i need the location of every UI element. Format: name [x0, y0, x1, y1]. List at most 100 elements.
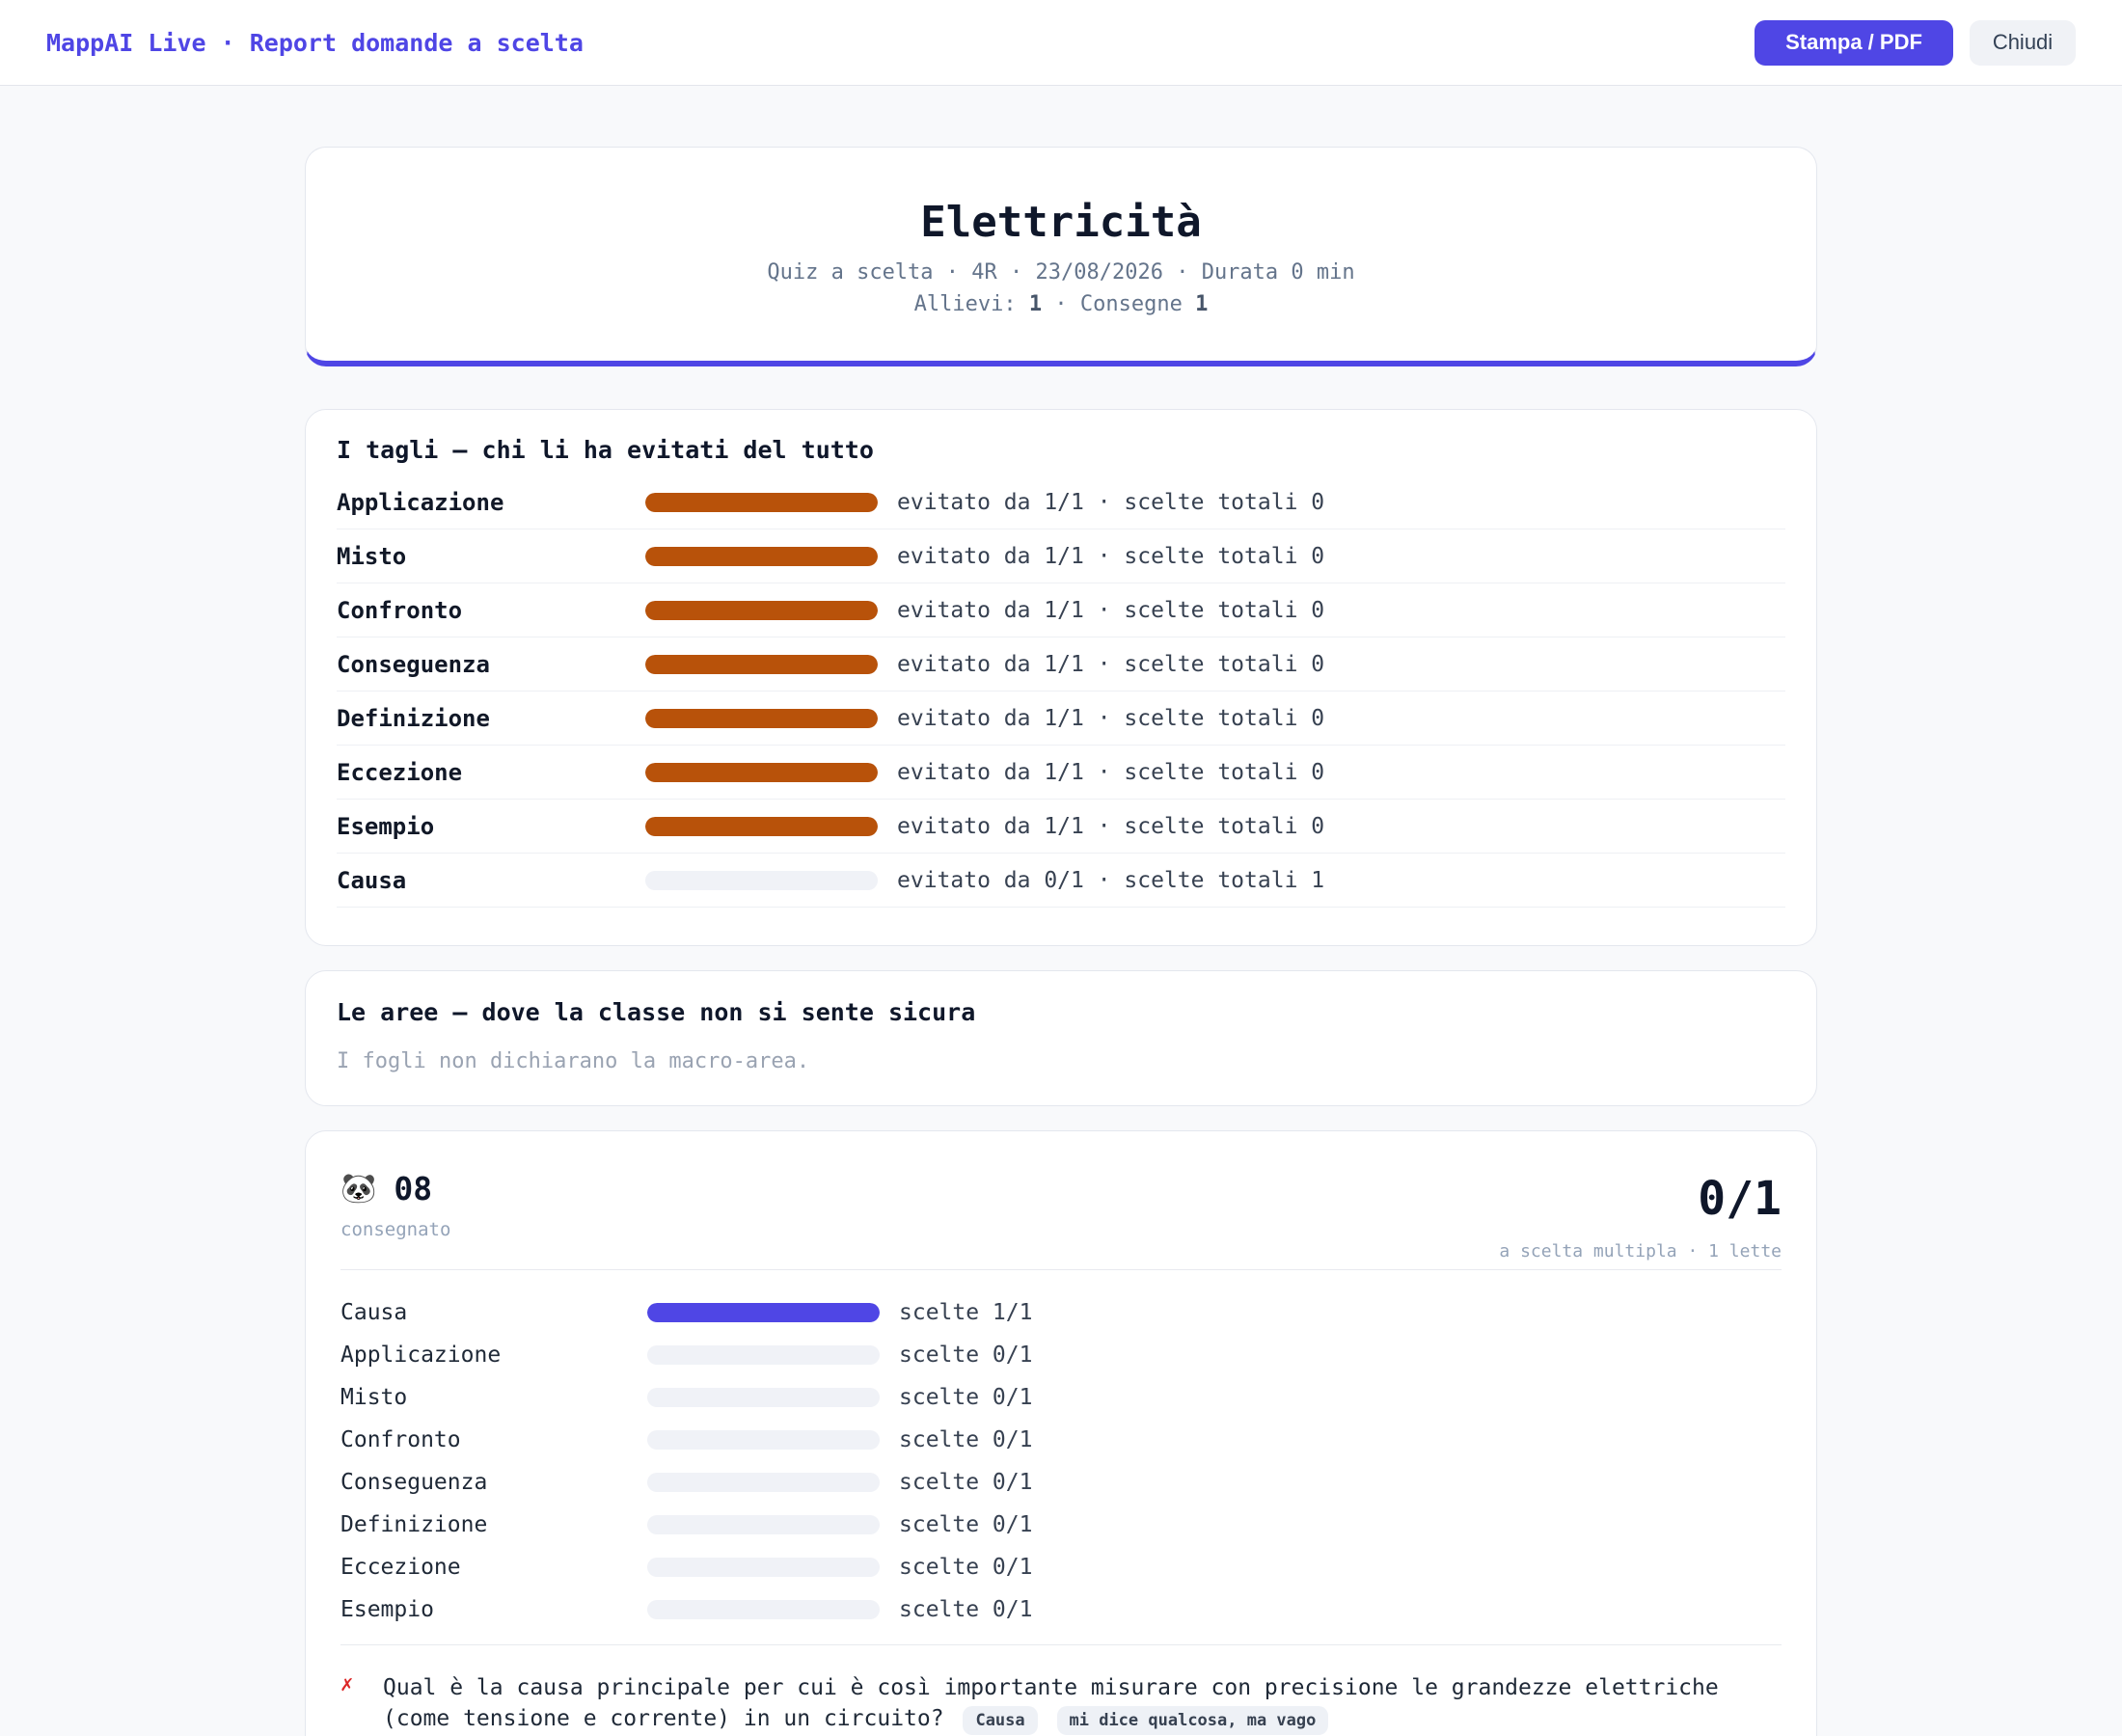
cut-label: Misto: [337, 542, 407, 570]
student-score-subtitle: a scelta multipla · 1 lette: [1499, 1241, 1782, 1261]
cut-bar-track: [645, 870, 878, 890]
students-count: 1: [1028, 292, 1043, 316]
question-text: Qual è la causa principale per cui è cos…: [383, 1675, 1719, 1731]
choice-label: Eccezione: [340, 1555, 461, 1580]
cut-label: Causa: [337, 866, 407, 894]
choice-bar-track: [647, 1600, 880, 1619]
choice-label: Applicazione: [340, 1343, 502, 1368]
app-title: MappAI Live · Report domande a scelta: [46, 28, 584, 57]
close-button[interactable]: Chiudi: [1970, 19, 2076, 66]
choice-row: Applicazione scelte 0/1: [340, 1334, 1782, 1376]
top-bar: MappAI Live · Report domande a scelta St…: [0, 0, 2122, 86]
student-name: 08: [394, 1170, 433, 1207]
choice-label: Confronto: [340, 1427, 461, 1452]
choice-stats: scelte 0/1: [899, 1555, 1033, 1580]
areas-title: Le aree — dove la classe non si sente si…: [337, 998, 976, 1026]
areas-empty-text: I fogli non dichiarano la macro-area.: [337, 1049, 810, 1073]
quiz-title: Elettricità: [920, 198, 1202, 247]
choice-label: Definizione: [340, 1512, 488, 1537]
cut-bar-track: [645, 546, 878, 566]
report-content: Elettricità Quiz a scelta · 4R · 23/08/2…: [305, 147, 1817, 1736]
choice-stats: scelte 0/1: [899, 1343, 1033, 1368]
choice-row: Conseguenza scelte 0/1: [340, 1461, 1782, 1504]
question-item: ✗ Qual è la causa principale per cui è c…: [340, 1645, 1782, 1735]
choice-label: Esempio: [340, 1597, 434, 1622]
cut-bar-track: [645, 762, 878, 782]
cut-label: Eccezione: [337, 758, 463, 786]
choice-bar-track: [647, 1430, 880, 1450]
cut-row: Causa evitato da 0/1 · scelte totali 1: [337, 854, 1785, 908]
question-tag-confidence: mi dice qualcosa, ma vago: [1056, 1706, 1329, 1735]
choice-stats: scelte 0/1: [899, 1427, 1033, 1452]
choice-label: Misto: [340, 1385, 408, 1410]
choice-bar-track: [647, 1473, 880, 1492]
cut-stats: evitato da 0/1 · scelte totali 1: [897, 867, 1325, 893]
submissions-label: Consegne: [1079, 292, 1183, 316]
top-actions: Stampa / PDF Chiudi: [1755, 19, 2076, 66]
cut-bar-fill: [645, 492, 878, 512]
cut-bar-fill: [645, 708, 878, 728]
cut-stats: evitato da 1/1 · scelte totali 0: [897, 489, 1325, 515]
quiz-header-card: Elettricità Quiz a scelta · 4R · 23/08/2…: [305, 147, 1817, 366]
cuts-title: I tagli — chi li ha evitati del tutto: [337, 436, 874, 464]
cut-stats: evitato da 1/1 · scelte totali 0: [897, 759, 1325, 785]
cut-bar-fill: [645, 816, 878, 836]
student-identity: 🐼 08 consegnato: [340, 1170, 450, 1240]
choice-stats: scelte 0/1: [899, 1385, 1033, 1410]
choice-stats: scelte 0/1: [899, 1597, 1033, 1622]
cut-stats: evitato da 1/1 · scelte totali 0: [897, 651, 1325, 677]
choice-stats: scelte 0/1: [899, 1470, 1033, 1495]
cuts-card: I tagli — chi li ha evitati del tutto Ap…: [305, 409, 1817, 946]
cut-label: Applicazione: [337, 488, 504, 516]
choice-bar-track: [647, 1558, 880, 1577]
cut-stats: evitato da 1/1 · scelte totali 0: [897, 813, 1325, 839]
choice-stats: scelte 1/1: [899, 1300, 1033, 1325]
choice-row: Eccezione scelte 0/1: [340, 1546, 1782, 1588]
cut-bar-track: [645, 654, 878, 674]
submissions-count: 1: [1195, 292, 1209, 316]
students-label: Allievi:: [913, 292, 1017, 316]
cut-row: Applicazione evitato da 1/1 · scelte tota…: [337, 475, 1785, 529]
question-text-block: Qual è la causa principale per cui è cos…: [383, 1672, 1772, 1735]
cut-row: Misto evitato da 1/1 · scelte totali 0: [337, 529, 1785, 583]
choice-bar-fill: [647, 1303, 880, 1322]
cut-label: Definizione: [337, 704, 490, 732]
choice-row: Confronto scelte 0/1: [340, 1419, 1782, 1461]
cut-row: Definizione evitato da 1/1 · scelte total…: [337, 692, 1785, 746]
cut-bar-fill: [645, 600, 878, 620]
wrong-mark-icon: ✗: [340, 1672, 354, 1696]
cut-bar-fill: [645, 762, 878, 782]
areas-card: Le aree — dove la classe non si sente si…: [305, 970, 1817, 1106]
choice-label: Conseguenza: [340, 1470, 488, 1495]
print-pdf-button[interactable]: Stampa / PDF: [1755, 19, 1953, 66]
cut-bar-track: [645, 708, 878, 728]
cut-label: Conseguenza: [337, 650, 490, 678]
student-choices-list: Causa scelte 1/1 Applicazione scelte 0/1 Mis…: [340, 1270, 1782, 1645]
choice-row: Causa scelte 1/1: [340, 1291, 1782, 1334]
panda-avatar-icon: 🐼: [340, 1172, 377, 1206]
choice-bar-track: [647, 1303, 880, 1322]
choice-row: Esempio scelte 0/1: [340, 1588, 1782, 1631]
choice-bar-track: [647, 1515, 880, 1534]
cut-bar-track: [645, 816, 878, 836]
choice-bar-track: [647, 1388, 880, 1407]
quiz-meta: Quiz a scelta · 4R · 23/08/2026 · Durata…: [767, 260, 1355, 285]
choice-bar-track: [647, 1345, 880, 1365]
cut-label: Esempio: [337, 812, 435, 840]
student-card: 🐼 08 consegnato 0/1 a scelta multipla · …: [305, 1130, 1817, 1736]
cut-stats: evitato da 1/1 · scelte totali 0: [897, 597, 1325, 623]
student-score-block: 0/1 a scelta multipla · 1 lette: [1499, 1170, 1782, 1261]
question-tag-cut: Causa: [963, 1706, 1038, 1735]
cut-bar-fill: [645, 654, 878, 674]
cut-bar-track: [645, 492, 878, 512]
cut-stats: evitato da 1/1 · scelte totali 0: [897, 543, 1325, 569]
quiz-counts: Allievi: 1 · Consegne 1: [306, 292, 1816, 316]
cut-stats: evitato da 1/1 · scelte totali 0: [897, 705, 1325, 731]
cut-bar-fill: [645, 546, 878, 566]
cut-label: Confronto: [337, 596, 463, 624]
student-header: 🐼 08 consegnato 0/1 a scelta multipla · …: [340, 1170, 1782, 1270]
cut-row: Conseguenza evitato da 1/1 · scelte total…: [337, 637, 1785, 692]
choice-label: Causa: [340, 1300, 408, 1325]
cut-row: Eccezione evitato da 1/1 · scelte totali …: [337, 746, 1785, 800]
cut-row: Esempio evitato da 1/1 · scelte totali 0: [337, 800, 1785, 854]
